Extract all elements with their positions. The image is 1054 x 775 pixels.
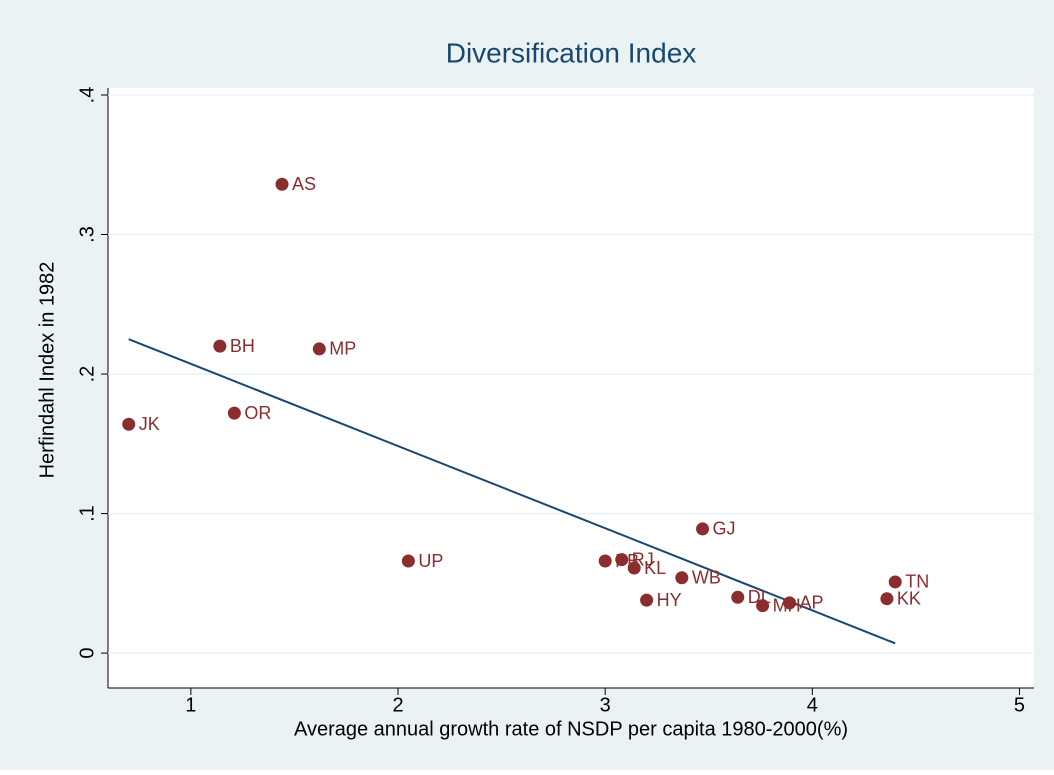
- point: [627, 561, 641, 575]
- point-label: MP: [329, 339, 356, 359]
- point-label: BH: [230, 336, 255, 356]
- point: [122, 417, 136, 431]
- y-tick-label: .3: [76, 226, 98, 243]
- point-label: WB: [692, 568, 721, 588]
- point-label: JK: [139, 414, 160, 434]
- y-tick-label: .2: [76, 366, 98, 383]
- point-label: KL: [644, 558, 666, 578]
- y-tick-label: 0: [76, 648, 98, 659]
- point: [213, 339, 227, 353]
- x-tick-label: 4: [807, 694, 818, 716]
- point-label: KK: [897, 588, 921, 608]
- point: [880, 592, 894, 606]
- x-tick-label: 2: [392, 694, 403, 716]
- point: [275, 177, 289, 191]
- point: [640, 593, 654, 607]
- y-tick-label: .1: [76, 505, 98, 522]
- x-tick-label: 1: [185, 694, 196, 716]
- point-label: AP: [800, 593, 824, 613]
- x-tick-label: 3: [600, 694, 611, 716]
- point: [756, 599, 770, 613]
- point-label: UP: [418, 551, 443, 571]
- point: [731, 590, 745, 604]
- point-label: OR: [244, 403, 271, 423]
- y-axis-label: Herfindahl Index in 1982: [36, 262, 58, 479]
- point: [783, 596, 797, 610]
- point: [401, 554, 415, 568]
- point-label: HY: [657, 590, 682, 610]
- point-label: AS: [292, 174, 316, 194]
- point: [312, 342, 326, 356]
- x-tick-label: 5: [1014, 694, 1025, 716]
- point: [598, 554, 612, 568]
- x-axis-label: Average annual growth rate of NSDP per c…: [294, 718, 848, 740]
- point: [888, 575, 902, 589]
- point: [675, 571, 689, 585]
- chart-title: Diversification Index: [446, 37, 697, 68]
- point: [615, 553, 629, 567]
- point: [227, 406, 241, 420]
- point-label: TN: [905, 572, 929, 592]
- y-tick-label: .4: [76, 87, 98, 104]
- fit-line: [128, 338, 896, 645]
- point-label: GJ: [713, 519, 736, 539]
- plot-area: [108, 88, 1034, 688]
- point: [696, 522, 710, 536]
